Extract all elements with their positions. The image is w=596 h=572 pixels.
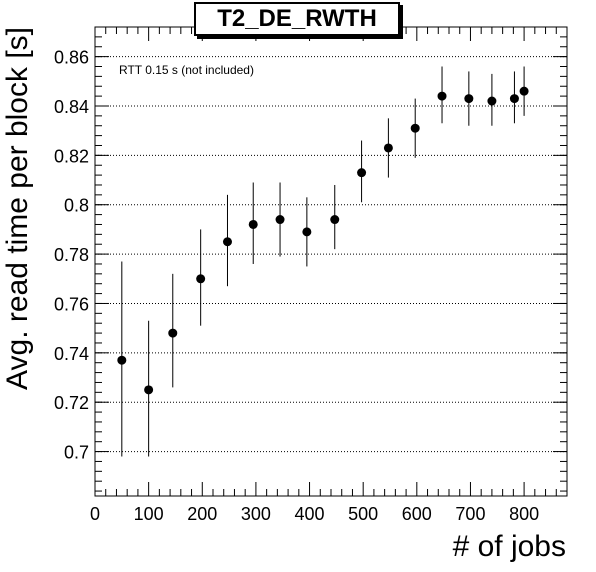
y-tick-label: 0.72 (54, 393, 89, 413)
data-point (357, 168, 367, 178)
grid-lines (95, 56, 567, 453)
plot-frame (94, 26, 568, 497)
x-tick-labels: 0 100 200 300 400 500 600 700 800 (90, 504, 539, 524)
x-tick-label: 400 (295, 504, 325, 524)
data-point (196, 274, 206, 284)
data-point (275, 215, 285, 225)
y-tick-label: 0.82 (54, 146, 89, 166)
y-axis-label: Avg. read time per block [s] (1, 27, 34, 390)
data-point (144, 385, 154, 395)
y-tick-label: 0.78 (54, 245, 89, 265)
data-point (117, 355, 127, 365)
data-point (302, 227, 312, 237)
data-point (519, 86, 529, 96)
y-tick-labels: 0.7 0.72 0.74 0.76 0.78 0.8 0.82 0.84 0.86 (54, 48, 89, 463)
data-point (487, 96, 497, 106)
x-tick-label: 300 (241, 504, 271, 524)
data-point (437, 91, 447, 101)
x-tick-label: 100 (134, 504, 164, 524)
x-axis-label: # of jobs (453, 530, 566, 563)
data-point (330, 215, 340, 225)
data-point (222, 237, 232, 247)
x-tick-label: 600 (402, 504, 432, 524)
y-tick-label: 0.86 (54, 48, 89, 68)
axis-ticks (94, 27, 567, 496)
x-tick-label: 200 (187, 504, 217, 524)
data-point (464, 94, 474, 104)
data-point (168, 328, 178, 338)
y-tick-label: 0.7 (64, 443, 89, 463)
data-point (410, 123, 420, 133)
x-tick-label: 0 (90, 504, 100, 524)
data-point (248, 219, 258, 229)
data-point (383, 143, 393, 153)
chart-title-text: T2_DE_RWTH (217, 5, 377, 32)
x-tick-label: 700 (455, 504, 485, 524)
y-tick-label: 0.84 (54, 97, 89, 117)
y-tick-label: 0.76 (54, 294, 89, 314)
x-tick-label: 800 (509, 504, 539, 524)
y-tick-label: 0.8 (64, 196, 89, 216)
data-point (509, 94, 519, 104)
chart-title: T2_DE_RWTH (194, 2, 400, 36)
data-points (117, 66, 529, 457)
annotation-rtt: RTT 0.15 s (not included) (119, 63, 254, 77)
y-tick-label: 0.74 (54, 344, 89, 364)
x-tick-label: 500 (348, 504, 378, 524)
